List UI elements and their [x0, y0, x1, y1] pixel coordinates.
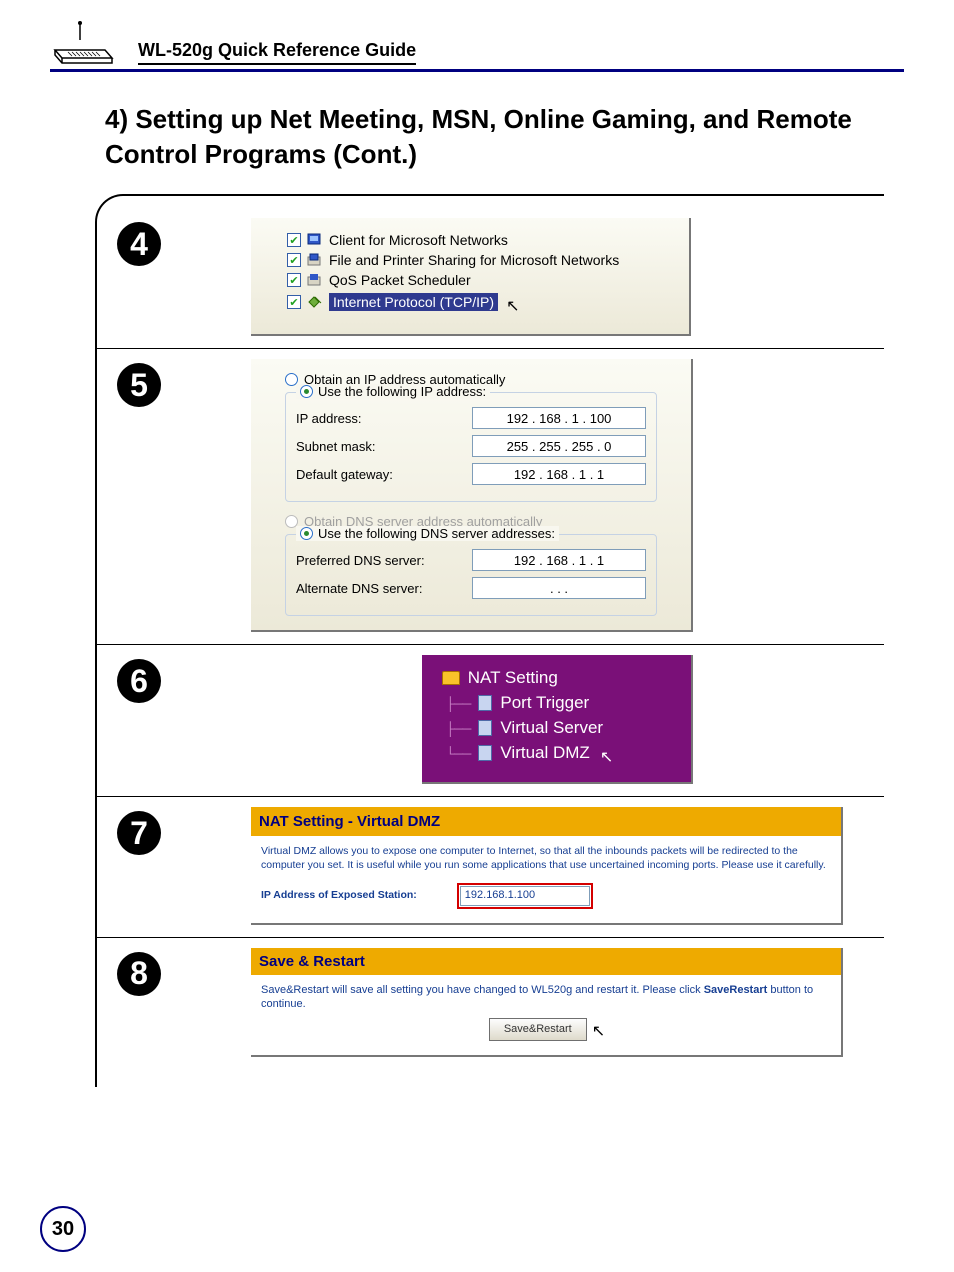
tree-label: NAT Setting — [468, 668, 558, 688]
step-7: 7 NAT Setting - Virtual DMZ Virtual DMZ … — [97, 797, 884, 937]
tree-item: ├── Port Trigger — [442, 693, 611, 713]
dmz-ip-input: 192.168.1.100 — [460, 886, 590, 906]
component-label: QoS Packet Scheduler — [329, 272, 471, 288]
checkbox-icon: ✔ — [287, 253, 301, 267]
checkbox-icon: ✔ — [287, 273, 301, 287]
component-label: File and Printer Sharing for Microsoft N… — [329, 252, 619, 268]
tree-item: ├── Virtual Server — [442, 718, 611, 738]
tree-item: └── Virtual DMZ ↖ — [442, 743, 611, 763]
radio-label: Use the following DNS server addresses: — [318, 526, 555, 541]
dmz-ip-row: IP Address of Exposed Station: 192.168.1… — [261, 883, 831, 909]
page-icon — [478, 695, 492, 711]
ip-input: 255 . 255 . 255 . 0 — [472, 435, 646, 457]
checkbox-icon: ✔ — [287, 233, 301, 247]
dns-fieldset: Use the following DNS server addresses: … — [285, 534, 657, 616]
folder-icon — [442, 671, 460, 685]
qos-icon — [307, 273, 323, 287]
field-label: IP address: — [296, 411, 362, 426]
field-label: Default gateway: — [296, 467, 393, 482]
tree-branch-icon: ├── — [446, 696, 471, 711]
radio-label: Use the following IP address: — [318, 384, 486, 399]
screenshot-7: NAT Setting - Virtual DMZ Virtual DMZ al… — [251, 807, 843, 924]
pref-dns-row: Preferred DNS server: 192 . 168 . 1 . 1 — [296, 549, 646, 571]
subnet-row: Subnet mask: 255 . 255 . 255 . 0 — [296, 435, 646, 457]
step-6: 6 NAT Setting ├── Port Trigger ├── — [97, 645, 884, 797]
step-5: 5 Obtain an IP address automatically Use… — [97, 349, 884, 645]
tree-label: Port Trigger — [500, 693, 589, 713]
screenshot-6: NAT Setting ├── Port Trigger ├── Virtual… — [422, 655, 693, 784]
ip-input: 192 . 168 . 1 . 1 — [472, 549, 646, 571]
cursor-icon: ↖ — [592, 1021, 605, 1043]
step-number-5: 5 — [117, 363, 161, 407]
highlighted-field: 192.168.1.100 — [457, 883, 593, 909]
tree-label: Virtual Server — [500, 718, 603, 738]
panel-title: Save & Restart — [251, 948, 841, 975]
panel-description: Virtual DMZ allows you to expose one com… — [261, 844, 831, 872]
panel-title: NAT Setting - Virtual DMZ — [251, 807, 841, 836]
net-component-item: ✔ File and Printer Sharing for Microsoft… — [287, 252, 619, 268]
ip-input: . . . — [472, 577, 646, 599]
step-8: 8 Save & Restart Save&Restart will save … — [97, 938, 884, 1070]
ip-row: IP address: 192 . 168 . 1 . 100 — [296, 407, 646, 429]
step-number-7: 7 — [117, 811, 161, 855]
client-icon — [307, 233, 323, 247]
field-label: Subnet mask: — [296, 439, 376, 454]
step-number-8: 8 — [117, 952, 161, 996]
tree-branch-icon: └── — [446, 746, 471, 761]
radio-icon — [300, 385, 313, 398]
field-label: Preferred DNS server: — [296, 553, 425, 568]
net-component-item: ✔ QoS Packet Scheduler — [287, 272, 619, 288]
section-heading: 4) Setting up Net Meeting, MSN, Online G… — [105, 102, 864, 172]
gateway-row: Default gateway: 192 . 168 . 1 . 1 — [296, 463, 646, 485]
guide-title: WL-520g Quick Reference Guide — [138, 40, 416, 65]
tree-root: NAT Setting — [442, 668, 611, 688]
save-restart-button[interactable]: Save&Restart — [489, 1018, 587, 1041]
step-number-6: 6 — [117, 659, 161, 703]
field-label: IP Address of Exposed Station: — [261, 888, 417, 902]
cursor-icon: ↖ — [600, 747, 613, 767]
component-label: Client for Microsoft Networks — [329, 232, 508, 248]
router-icon — [50, 20, 120, 65]
page-header: WL-520g Quick Reference Guide — [50, 20, 904, 72]
ip-fieldset: Use the following IP address: IP address… — [285, 392, 657, 502]
page-icon — [478, 720, 492, 736]
tree-label: Virtual DMZ — [500, 743, 589, 763]
screenshot-8: Save & Restart Save&Restart will save al… — [251, 948, 843, 1058]
ip-input: 192 . 168 . 1 . 1 — [472, 463, 646, 485]
step-number-4: 4 — [117, 222, 161, 266]
screenshot-5: Obtain an IP address automatically Use t… — [251, 359, 693, 632]
alt-dns-row: Alternate DNS server: . . . — [296, 577, 646, 599]
net-component-item: ✔ Client for Microsoft Networks — [287, 232, 619, 248]
tree-branch-icon: ├── — [446, 721, 471, 736]
page-number: 30 — [40, 1206, 86, 1252]
radio-icon — [300, 527, 313, 540]
checkbox-icon: ✔ — [287, 295, 301, 309]
cursor-icon: ↖ — [506, 296, 519, 316]
protocol-icon — [307, 295, 323, 309]
panel-description: Save&Restart will save all setting you h… — [261, 983, 831, 1013]
component-label: Internet Protocol (TCP/IP) — [329, 293, 498, 311]
field-label: Alternate DNS server: — [296, 581, 422, 596]
step-4: 4 ✔ Client for Microsoft Networks ✔ File… — [97, 208, 884, 349]
screenshot-4: ✔ Client for Microsoft Networks ✔ File a… — [251, 218, 691, 336]
net-component-item-selected: ✔ Internet Protocol (TCP/IP) ↖ — [287, 292, 619, 312]
ip-input: 192 . 168 . 1 . 100 — [472, 407, 646, 429]
page-icon — [478, 745, 492, 761]
fileshare-icon — [307, 253, 323, 267]
steps-frame: 4 ✔ Client for Microsoft Networks ✔ File… — [95, 194, 884, 1087]
